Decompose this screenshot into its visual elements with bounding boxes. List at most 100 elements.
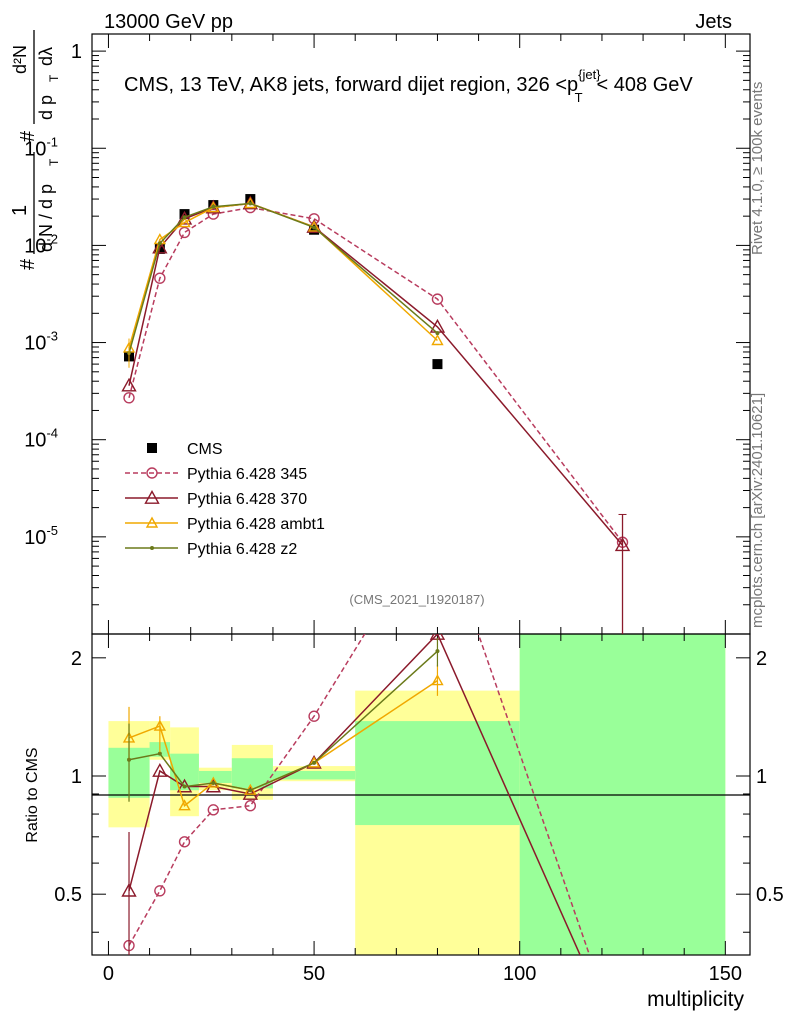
- series-line-1: [128, 206, 624, 543]
- ratio-1-point-4: [242, 786, 259, 800]
- series-0-point-2: [179, 209, 190, 220]
- x-tick-label: 150: [709, 963, 742, 985]
- x-tick-label: 0: [103, 963, 114, 985]
- main-series-clipped: [121, 194, 631, 552]
- ylabel-den: d p: [36, 95, 56, 120]
- series-4-point-2: [182, 215, 187, 220]
- ylabel-one: 1: [9, 205, 31, 216]
- main-y-tick-exponent: -2: [46, 231, 58, 246]
- series-0-point-6: [432, 359, 443, 370]
- axis-ticks: [92, 34, 750, 955]
- series-1-point-1: [154, 272, 166, 284]
- main-y-tick-exponent: -4: [46, 426, 58, 441]
- ratio-y-axis-label: Ratio to CMS: [24, 747, 41, 842]
- x-tick-label: 50: [303, 963, 325, 985]
- legend-label-3: Pythia 6.428 ambt1: [187, 516, 325, 533]
- legend-marker-4: [150, 546, 154, 550]
- main-y-tick-label: 1: [71, 41, 82, 63]
- series-2-point-1: [152, 239, 168, 254]
- ratio-series-clipped: [121, 634, 591, 955]
- series-4-point-5: [312, 225, 317, 230]
- legend-item-3: Pythia 6.428 ambt1: [125, 516, 325, 533]
- legend-item-1: Pythia 6.428 345: [125, 466, 307, 483]
- legend-label-0: CMS: [187, 441, 223, 458]
- ylabel-hash: #: [17, 258, 39, 270]
- series-4-point-1: [157, 241, 162, 246]
- ratio-0-point-5: [308, 710, 320, 722]
- x-axis-label: multiplicity: [647, 988, 744, 1011]
- legend-label-2: Pythia 6.428 370: [187, 491, 307, 508]
- series-line-3: [128, 202, 438, 349]
- chart-title: CMS, 13 TeV, AK8 jets, forward dijet reg…: [124, 67, 693, 105]
- ratio-y-tick-label-right: 0.5: [756, 884, 784, 906]
- ratio-3-point-4: [248, 788, 253, 793]
- ratio-3-point-2: [182, 784, 187, 789]
- uncertainty-bands: [108, 634, 726, 955]
- chart-title-sup: {jet}: [578, 67, 601, 82]
- main-y-axis-label: # 1 d N / d p T # d²N d p T dλ: [9, 30, 61, 270]
- chart-title-sub: T: [575, 90, 583, 105]
- ratio-y-tick-label: 0.5: [54, 884, 82, 906]
- ratio-0-point-3: [207, 804, 220, 816]
- legend-label-1: Pythia 6.428 345: [187, 466, 307, 483]
- legend-label-4: Pythia 6.428 z2: [187, 541, 297, 558]
- legend-marker-2: [144, 490, 160, 504]
- mcplots-label: mcplots.cern.ch [arXiv:2401.10621]: [749, 393, 766, 628]
- series-4-point-3: [211, 204, 216, 209]
- main-y-tick-exponent: -5: [46, 523, 58, 538]
- series-1-point-6: [431, 293, 444, 305]
- ratio-3-point-3: [211, 780, 216, 785]
- main-y-tick-label: 10-5: [24, 523, 58, 549]
- ratio-3-point-1: [157, 751, 162, 756]
- ratio-series-layer: [121, 634, 591, 955]
- chart-title-prefix: CMS, 13 TeV, AK8 jets, forward dijet reg…: [124, 74, 578, 96]
- series-line-4: [128, 202, 438, 354]
- analysis-watermark: (CMS_2021_I1920187): [349, 592, 484, 607]
- legend-marker-0: [147, 443, 157, 453]
- ratio-0-point-1: [154, 885, 166, 897]
- legend-item-4: Pythia 6.428 z2: [125, 541, 297, 558]
- ratio-3-point-5: [312, 760, 317, 765]
- ratio-2-point-3: [207, 776, 220, 788]
- ylabel-hash2: #: [17, 130, 39, 142]
- chart-title-suffix: < 408 GeV: [597, 74, 694, 96]
- ratio-2-point-5: [307, 756, 321, 768]
- legend-item-0: CMS: [147, 441, 223, 458]
- ylabel-dn: d N / d p: [36, 184, 56, 252]
- ratio-line-0: [128, 634, 591, 955]
- ratio-2-point-2: [178, 799, 191, 811]
- ratio-y-tick-label: 1: [71, 766, 82, 788]
- ratio-0-point-2: [178, 836, 191, 848]
- series-1-point-2: [178, 226, 191, 239]
- series-2-point-4: [242, 195, 259, 210]
- main-y-tick-exponent: -1: [46, 134, 58, 149]
- legend-item-2: Pythia 6.428 370: [125, 490, 307, 508]
- series-3-point-2: [178, 216, 191, 228]
- main-series-layer: [121, 194, 631, 634]
- band-green-5: [272, 770, 356, 780]
- ylabel-t: T: [47, 158, 61, 166]
- x-tick-label: 100: [503, 963, 536, 985]
- series-0-point-5: [309, 224, 320, 235]
- ylabel-den-t: T: [47, 74, 61, 82]
- series-1-point-5: [308, 213, 320, 225]
- ratio-y-tick-label-right: 2: [756, 648, 767, 670]
- series-2-point-2: [176, 210, 193, 225]
- main-y-tick-label: 10-4: [24, 426, 58, 452]
- band-green-3: [198, 770, 232, 783]
- series-4-point-6: [435, 331, 440, 336]
- ylabel-dl: dλ: [36, 47, 56, 66]
- main-y-tick-label: 10-3: [24, 329, 58, 355]
- series-3-point-6: [431, 334, 444, 346]
- legend-marker-1: [146, 467, 158, 479]
- series-2-point-0: [121, 377, 137, 392]
- ylabel-num: d²N: [10, 45, 30, 74]
- ratio-y-tick-label-right: 1: [756, 766, 767, 788]
- main-y-tick-exponent: -3: [46, 329, 58, 344]
- ratio-1-point-5: [306, 754, 322, 769]
- ratio-y-tick-label: 2: [71, 648, 82, 670]
- ratio-0-point-4: [244, 800, 257, 812]
- category-label: Jets: [695, 11, 732, 33]
- band-green-2: [170, 753, 199, 791]
- series-4-point-4: [248, 201, 253, 206]
